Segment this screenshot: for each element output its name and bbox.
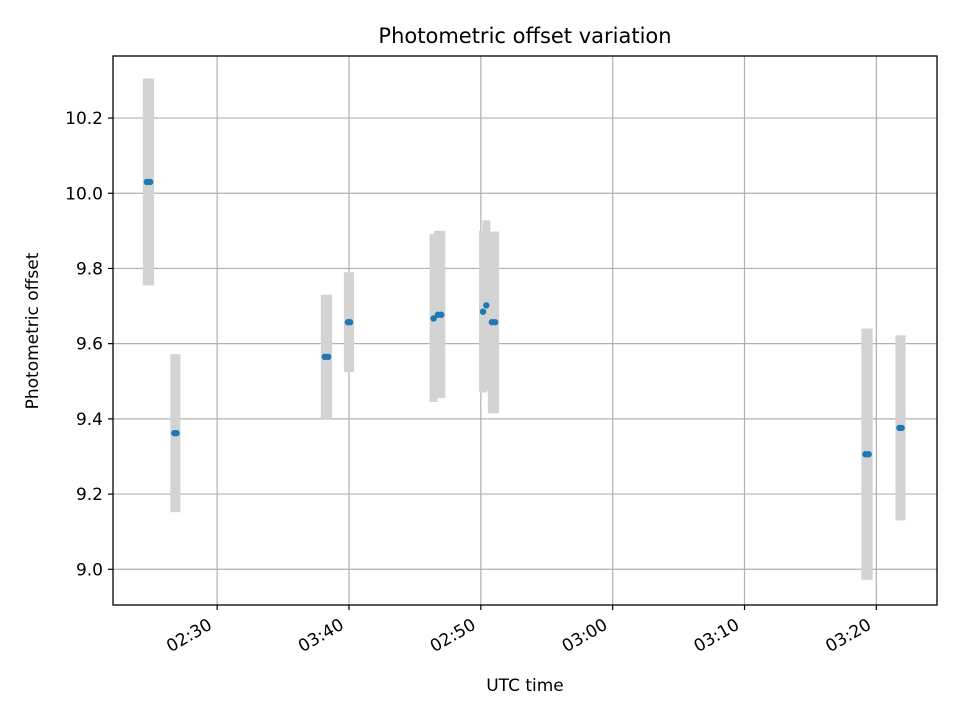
chart-title: Photometric offset variation (378, 24, 671, 48)
y-axis-label: Photometric offset (23, 252, 43, 409)
data-point (438, 311, 445, 318)
data-point (483, 302, 490, 309)
y-tick-label: 9.0 (76, 560, 103, 580)
data-point (346, 319, 354, 326)
y-tick-label: 10.0 (65, 184, 103, 204)
y-tick-label: 9.4 (76, 410, 103, 430)
data-points (143, 178, 905, 458)
x-axis-label: UTC time (486, 676, 564, 696)
y-tick-label: 9.8 (76, 259, 103, 279)
plot-frame (112, 55, 938, 606)
y-tick-label: 9.6 (76, 335, 103, 355)
data-point (173, 429, 180, 437)
data-point (865, 451, 872, 458)
data-point (479, 308, 487, 315)
data-point (430, 315, 437, 322)
y-tick-label: 9.2 (76, 485, 103, 505)
data-point (324, 353, 332, 361)
data-point (491, 319, 499, 326)
data-point (146, 178, 154, 186)
data-point (898, 424, 905, 432)
y-tick-label: 10.2 (65, 109, 103, 129)
